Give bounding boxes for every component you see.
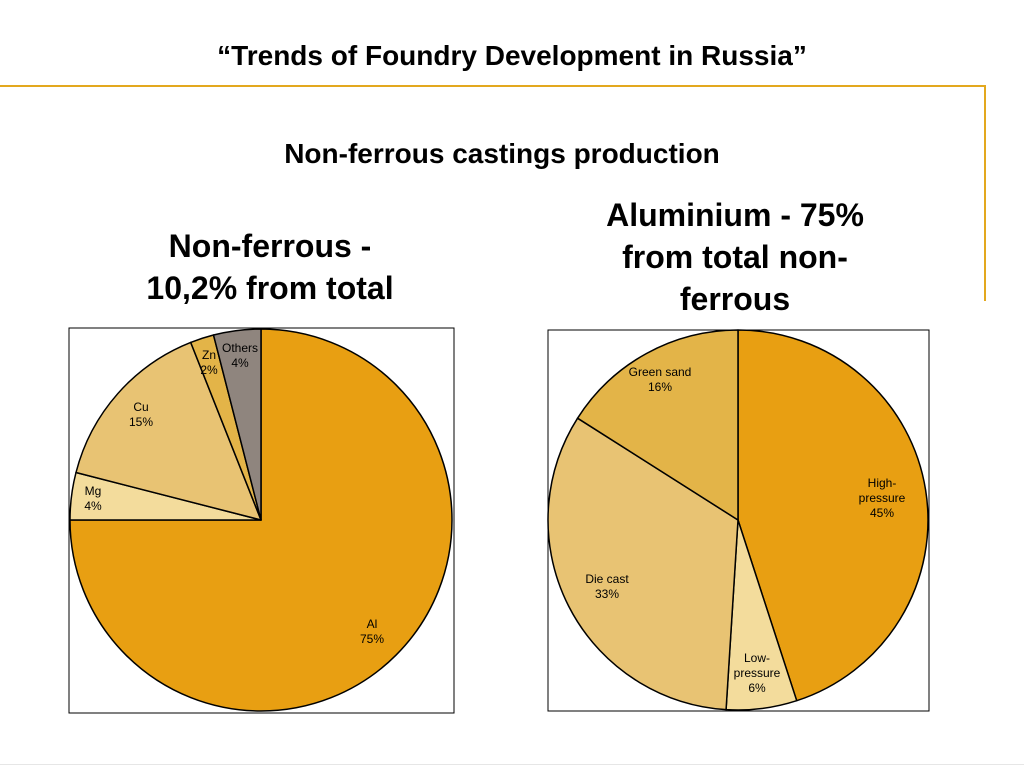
non-ferrous-slice-others: [212, 328, 262, 521]
aluminium-label-low-pressure: Low-pressure 6%: [734, 651, 781, 695]
left-chart-heading-line-1: Non-ferrous -: [168, 228, 372, 264]
left-chart-heading-line-2: 10,2% from total: [146, 270, 394, 306]
aluminium-label-green-sand: Green sand 16%: [629, 365, 692, 394]
non-ferrous-label-al: Al 75%: [360, 617, 384, 646]
bottom-rule: [0, 764, 1024, 765]
right-chart-heading-line-1: Aluminium - 75%: [606, 197, 864, 233]
right-chart-heading-line-2: from total non-: [622, 239, 848, 275]
aluminium-slice-green-sand: [576, 329, 739, 521]
aluminium-slice-high-pressure: [737, 329, 929, 702]
non-ferrous-label-cu: Cu 15%: [129, 400, 153, 429]
non-ferrous-plot-frame: [68, 327, 455, 714]
non-ferrous-slice-cu: [75, 341, 262, 521]
non-ferrous-label-others: Others 4%: [222, 341, 258, 370]
aluminium-slice-die-cast: [547, 417, 739, 711]
aluminium-label-high-pressure: High-pressure 45%: [859, 476, 906, 520]
aluminium-label-die-cast: Die cast 33%: [585, 572, 629, 601]
slide-subtitle: Non-ferrous castings production: [284, 138, 720, 169]
non-ferrous-slice-al: [69, 328, 453, 712]
non-ferrous-label-mg: Mg 4%: [84, 484, 102, 513]
right-chart-heading-line-3: ferrous: [679, 281, 791, 317]
accent-frame: [0, 85, 986, 301]
right-chart-heading: Aluminium - 75% from total non- ferrous: [560, 194, 910, 320]
slide-title: “Trends of Foundry Development in Russia…: [217, 40, 807, 71]
left-chart-heading: Non-ferrous - 10,2% from total: [100, 225, 440, 309]
non-ferrous-label-zn: Zn 2%: [200, 348, 218, 377]
